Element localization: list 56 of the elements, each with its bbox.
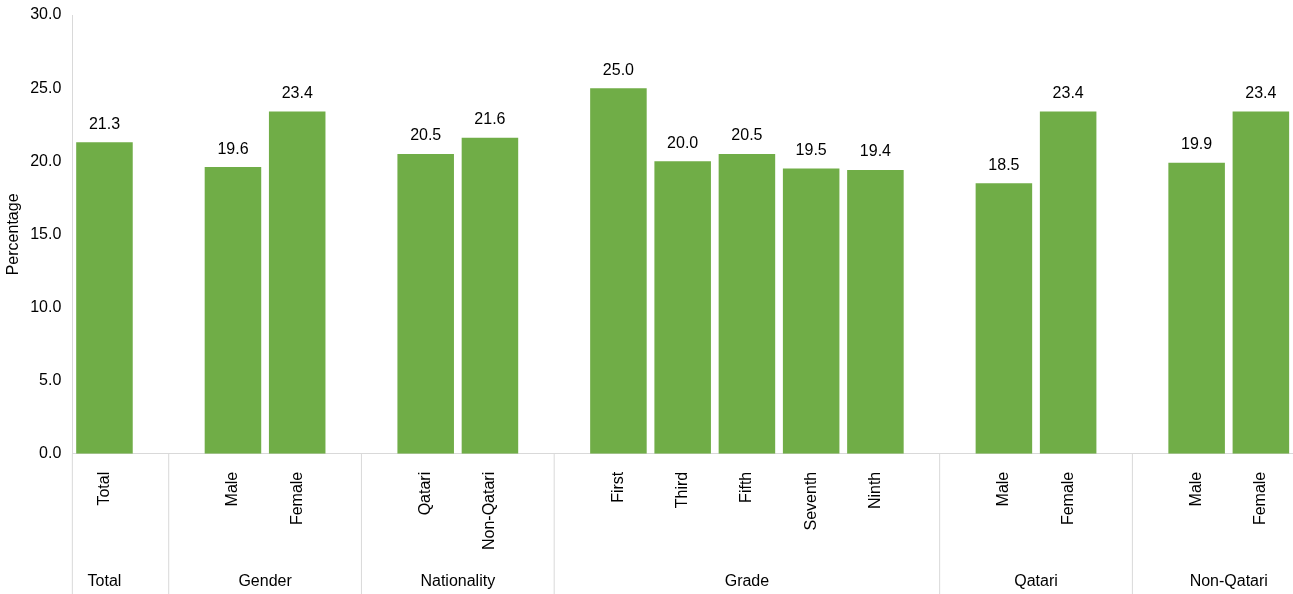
x-tick-label: Female — [1058, 471, 1076, 526]
x-tick-label: Female — [287, 471, 305, 526]
y-tick-label: 25.0 — [30, 78, 62, 96]
data-label: 25.0 — [602, 60, 635, 78]
bar — [268, 111, 326, 454]
bar — [782, 168, 840, 454]
data-label: 23.4 — [1245, 83, 1277, 101]
bar — [204, 167, 262, 454]
data-label: 21.3 — [88, 114, 121, 132]
x-tick-label: Male — [223, 471, 241, 507]
y-tick-label: 30.0 — [30, 5, 62, 23]
x-tick-label: Qatari — [416, 471, 434, 516]
data-label: 20.5 — [731, 126, 763, 144]
data-label: 19.4 — [859, 142, 892, 160]
text: Nationality — [420, 572, 496, 590]
data-label: 21.6 — [474, 110, 506, 128]
text: Non-Qatari — [1189, 572, 1268, 590]
data-label: 19.6 — [217, 139, 249, 157]
x-tick-label: Male — [1187, 471, 1205, 507]
data-label: 19.5 — [795, 140, 827, 158]
y-tick-label: 20.0 — [30, 151, 62, 169]
bar — [590, 88, 647, 454]
bar — [76, 142, 133, 454]
data-label: 23.4 — [1052, 83, 1084, 101]
text: Grade — [724, 572, 770, 590]
data-label: 23.4 — [281, 83, 313, 101]
y-tick-label: 0.0 — [39, 444, 62, 462]
data-label: 20.5 — [410, 126, 442, 144]
data-label: 18.5 — [988, 155, 1020, 173]
bar — [1232, 111, 1290, 454]
x-tick-label: Third — [673, 471, 691, 509]
bar — [397, 153, 454, 454]
y-tick-label: 5.0 — [39, 371, 62, 389]
bar — [1168, 162, 1225, 454]
x-tick-label: Male — [994, 471, 1012, 507]
x-tick-label: Fifth — [737, 471, 755, 503]
text: Qatari — [1014, 572, 1058, 590]
data-label: 19.9 — [1181, 135, 1213, 153]
x-tick-label: Ninth — [865, 471, 883, 510]
y-tick-label: 15.0 — [30, 224, 62, 242]
x-tick-label: Non-Qatari — [480, 471, 498, 550]
bar — [975, 183, 1033, 454]
x-tick-label: Total — [94, 471, 112, 506]
x-tick-label: First — [608, 471, 626, 503]
x-tick-label: Seventh — [801, 471, 819, 531]
data-label: 20.0 — [667, 133, 699, 151]
text: Total — [87, 572, 122, 590]
bar — [461, 137, 519, 454]
bar — [1039, 111, 1097, 454]
bar — [847, 170, 904, 454]
y-axis-title: Percentage — [4, 193, 22, 276]
x-tick-label: Female — [1251, 471, 1269, 526]
bar — [654, 161, 711, 454]
text: Gender — [238, 572, 293, 590]
bar — [718, 153, 776, 454]
y-tick-label: 10.0 — [30, 297, 62, 315]
